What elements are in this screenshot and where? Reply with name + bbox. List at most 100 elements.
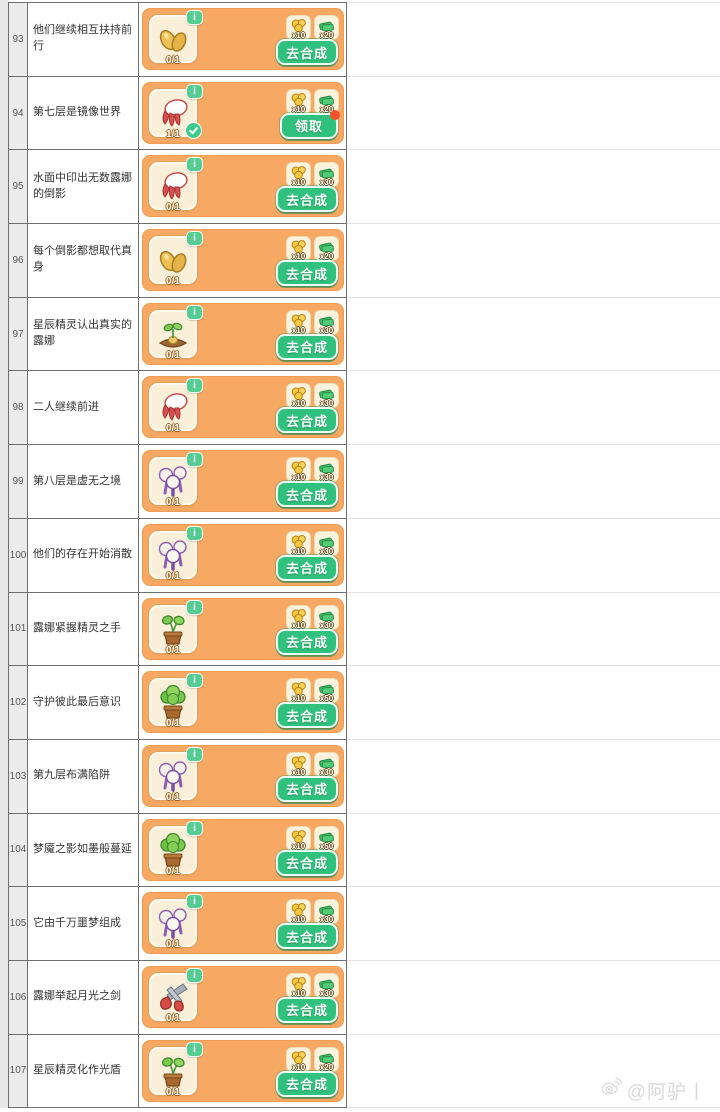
empty-grid-cells[interactable] xyxy=(347,887,720,961)
info-icon[interactable]: i xyxy=(186,83,203,99)
info-icon[interactable]: i xyxy=(186,525,203,541)
info-icon[interactable]: i xyxy=(186,673,203,689)
action-button[interactable]: 去合成 xyxy=(275,260,338,287)
action-button[interactable]: 去合成 xyxy=(275,333,338,360)
empty-grid-cells[interactable] xyxy=(347,960,720,1035)
row-number: 99 xyxy=(8,445,28,519)
info-icon[interactable]: i xyxy=(186,1041,203,1057)
action-button[interactable]: 去合成 xyxy=(275,407,338,434)
watermark: @阿驴丨 xyxy=(599,1076,707,1104)
quest-card: 0/1 i x10 xyxy=(142,229,344,292)
empty-grid-cells[interactable] xyxy=(347,592,720,667)
coin-count: x10 xyxy=(291,915,306,925)
info-icon[interactable]: i xyxy=(186,894,203,910)
info-icon[interactable]: i xyxy=(186,231,203,247)
item-slot[interactable]: 0/1 i xyxy=(149,452,203,508)
item-slot[interactable]: 0/1 i xyxy=(149,525,203,582)
empty-grid-cells[interactable] xyxy=(347,3,720,77)
item-slot[interactable]: 0/1 i xyxy=(149,231,203,287)
item-slot[interactable]: 0/1 i xyxy=(149,1041,203,1098)
action-button-label: 去合成 xyxy=(285,635,328,650)
gem-reward: x50 xyxy=(314,678,339,704)
quest-card: 0/1 i x10 xyxy=(142,744,344,807)
empty-grid-cells[interactable] xyxy=(347,1034,720,1109)
empty-grid-cells[interactable] xyxy=(347,739,720,814)
empty-grid-cells[interactable] xyxy=(347,813,720,888)
empty-grid-cells[interactable] xyxy=(347,445,720,519)
table-row: 103 第九层布满陷阱 xyxy=(8,739,720,814)
reward-list: x10 x50 xyxy=(286,825,339,851)
mushroom-cluster-icon xyxy=(153,756,193,796)
item-slot[interactable]: 0/1 i xyxy=(149,378,203,434)
action-button[interactable]: 去合成 xyxy=(275,996,338,1023)
coin-reward: x10 xyxy=(286,604,311,630)
item-slot[interactable]: 0/1 i xyxy=(149,599,203,656)
coin-count: x10 xyxy=(291,31,306,40)
info-icon[interactable]: i xyxy=(186,452,203,468)
item-slot[interactable]: 0/1 i xyxy=(149,304,203,361)
item-slot[interactable]: 0/1 i xyxy=(149,10,203,66)
item-slot[interactable]: 0/1 i xyxy=(149,820,203,877)
item-slot[interactable]: 0/1 i xyxy=(149,673,203,729)
empty-grid-cells[interactable] xyxy=(347,371,720,446)
action-button[interactable]: 去合成 xyxy=(275,775,338,802)
reward-list: x10 x30 xyxy=(286,162,339,188)
bushy-potted-plant-icon xyxy=(153,682,193,722)
coin-count: x10 xyxy=(291,104,306,114)
item-slot[interactable]: 0/1 i xyxy=(149,157,203,213)
action-button[interactable]: 领取 xyxy=(280,109,340,139)
empty-grid-cells[interactable] xyxy=(347,224,720,298)
table-body: 93 他们继续相互扶持前行 xyxy=(8,3,720,1109)
info-icon[interactable]: i xyxy=(186,10,203,25)
table-row: 99 第八层是虚无之境 xyxy=(8,445,720,519)
info-icon[interactable]: i xyxy=(186,820,203,836)
gem-reward: x30 xyxy=(314,972,339,998)
action-button-label: 去合成 xyxy=(285,45,328,61)
action-button[interactable]: 去合成 xyxy=(275,849,338,876)
quest-description: 星辰精灵认出真实的露娜 xyxy=(28,297,139,372)
sheet-row-header-strip xyxy=(0,0,8,1108)
info-icon[interactable]: i xyxy=(186,304,203,320)
action-button-label: 去合成 xyxy=(285,192,328,208)
table-top-border xyxy=(8,2,347,3)
action-button-label: 去合成 xyxy=(285,340,328,356)
coin-reward: x10 xyxy=(286,88,311,114)
info-icon[interactable]: i xyxy=(186,378,203,394)
action-button[interactable]: 去合成 xyxy=(275,39,338,65)
quest-card: 0/1 i x10 xyxy=(142,965,344,1028)
action-button[interactable]: 去合成 xyxy=(275,186,338,213)
action-button[interactable]: 去合成 xyxy=(275,481,338,508)
row-number: 100 xyxy=(8,518,28,593)
empty-grid-cells[interactable] xyxy=(347,297,720,372)
item-slot[interactable]: 0/1 i xyxy=(149,894,203,951)
gem-count: x20 xyxy=(319,31,334,40)
empty-grid-cells[interactable] xyxy=(347,666,720,740)
item-progress: 0/1 xyxy=(166,939,180,951)
action-button[interactable]: 去合成 xyxy=(275,702,338,729)
action-button[interactable]: 去合成 xyxy=(275,1070,338,1097)
gem-count: x50 xyxy=(319,841,334,851)
gem-count: x30 xyxy=(319,546,334,556)
empty-grid-cells[interactable] xyxy=(347,518,720,593)
info-icon[interactable]: i xyxy=(186,746,203,762)
info-icon[interactable]: i xyxy=(186,157,203,173)
coin-count: x10 xyxy=(291,473,306,483)
empty-grid-cells[interactable] xyxy=(347,150,720,225)
check-icon xyxy=(185,121,202,139)
info-icon[interactable]: i xyxy=(186,599,203,615)
item-slot[interactable]: 0/1 i xyxy=(149,746,203,803)
gem-reward: x30 xyxy=(314,457,339,483)
row-number: 98 xyxy=(8,371,28,446)
coin-count: x10 xyxy=(291,546,306,556)
info-icon[interactable]: i xyxy=(186,967,203,983)
table-row: 98 二人继续前进 xyxy=(8,371,720,446)
item-progress: 0/1 xyxy=(166,570,180,582)
empty-grid-cells[interactable] xyxy=(347,76,720,151)
action-button[interactable]: 去合成 xyxy=(275,554,338,581)
action-button[interactable]: 去合成 xyxy=(275,628,338,655)
action-button[interactable]: 去合成 xyxy=(275,923,338,950)
item-slot[interactable]: 1/1 i xyxy=(149,83,203,140)
shears-icon xyxy=(153,977,193,1017)
item-slot[interactable]: 0/1 i xyxy=(149,967,203,1024)
coin-reward: x10 xyxy=(286,825,311,851)
